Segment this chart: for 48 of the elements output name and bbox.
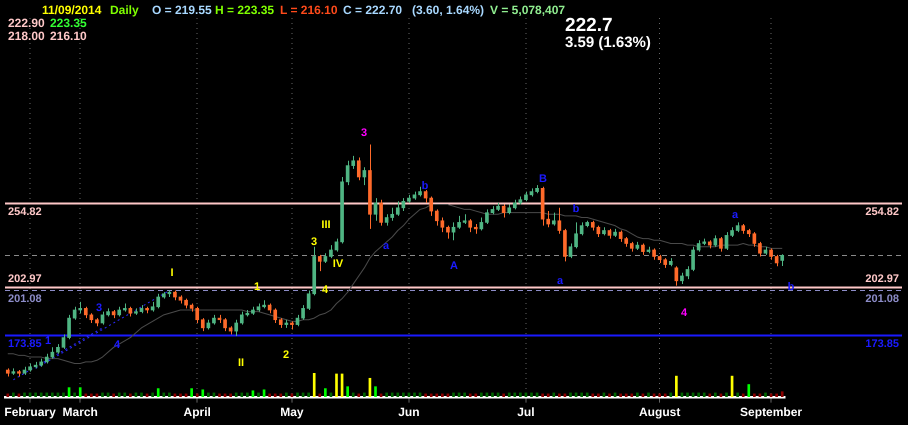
- x-tick-label: May: [280, 405, 304, 420]
- text: 201.08: [865, 293, 899, 306]
- annotation: a: [556, 275, 564, 287]
- annotation: b: [422, 180, 428, 192]
- text: O = 219.55: [152, 3, 212, 17]
- text: L = 216.10: [280, 3, 338, 17]
- annotation: 3: [310, 236, 318, 248]
- annotation: 4: [680, 307, 688, 319]
- chart-title: 222.7: [565, 15, 613, 36]
- annotation: 4: [114, 339, 120, 351]
- annotation: 216.10: [50, 29, 87, 43]
- x-tick-label: April: [184, 405, 211, 420]
- ref-line-label: 201.08: [8, 293, 42, 306]
- annotation: III: [321, 219, 331, 231]
- ref-line-label: 173.85: [8, 338, 42, 350]
- annotation: 3: [96, 302, 102, 314]
- ref-line-label: 202.97: [8, 273, 42, 286]
- annotation: 223.35: [50, 16, 87, 30]
- annotation: I: [170, 267, 174, 279]
- ref-line-label: 254.82: [8, 206, 42, 218]
- text: (3.60, 1.64%): [412, 3, 484, 17]
- text: 202.97: [865, 273, 899, 286]
- text: Daily: [110, 3, 139, 17]
- x-tick-label: August: [638, 405, 680, 420]
- annotation: A: [450, 260, 458, 272]
- annotation: 1: [44, 335, 52, 347]
- annotation: II: [238, 357, 244, 369]
- text: H = 223.35: [215, 3, 274, 17]
- annotation: b: [572, 203, 580, 215]
- text: 3.59 (1.63%): [565, 34, 651, 51]
- text: 11/09/2014: [42, 3, 102, 17]
- annotation: 3: [360, 127, 368, 139]
- annotation: B: [539, 173, 547, 185]
- x-tick-label: February: [4, 405, 56, 420]
- x-tick-label: September: [740, 405, 802, 420]
- text: 254.82: [865, 206, 899, 218]
- text: C = 222.70: [343, 3, 402, 17]
- text: 173.85: [865, 338, 899, 350]
- x-tick-label: March: [62, 405, 98, 420]
- annotation: 218.00: [8, 29, 45, 43]
- text: V = 5,078,407: [490, 3, 566, 17]
- x-tick-label: Jun: [398, 405, 420, 420]
- x-tick-label: Jul: [517, 405, 535, 420]
- annotation: 222.90: [8, 16, 45, 30]
- annotation: IV: [332, 258, 344, 270]
- annotation: 2: [282, 349, 290, 361]
- annotation: a: [382, 240, 390, 252]
- annotation: a: [732, 209, 738, 221]
